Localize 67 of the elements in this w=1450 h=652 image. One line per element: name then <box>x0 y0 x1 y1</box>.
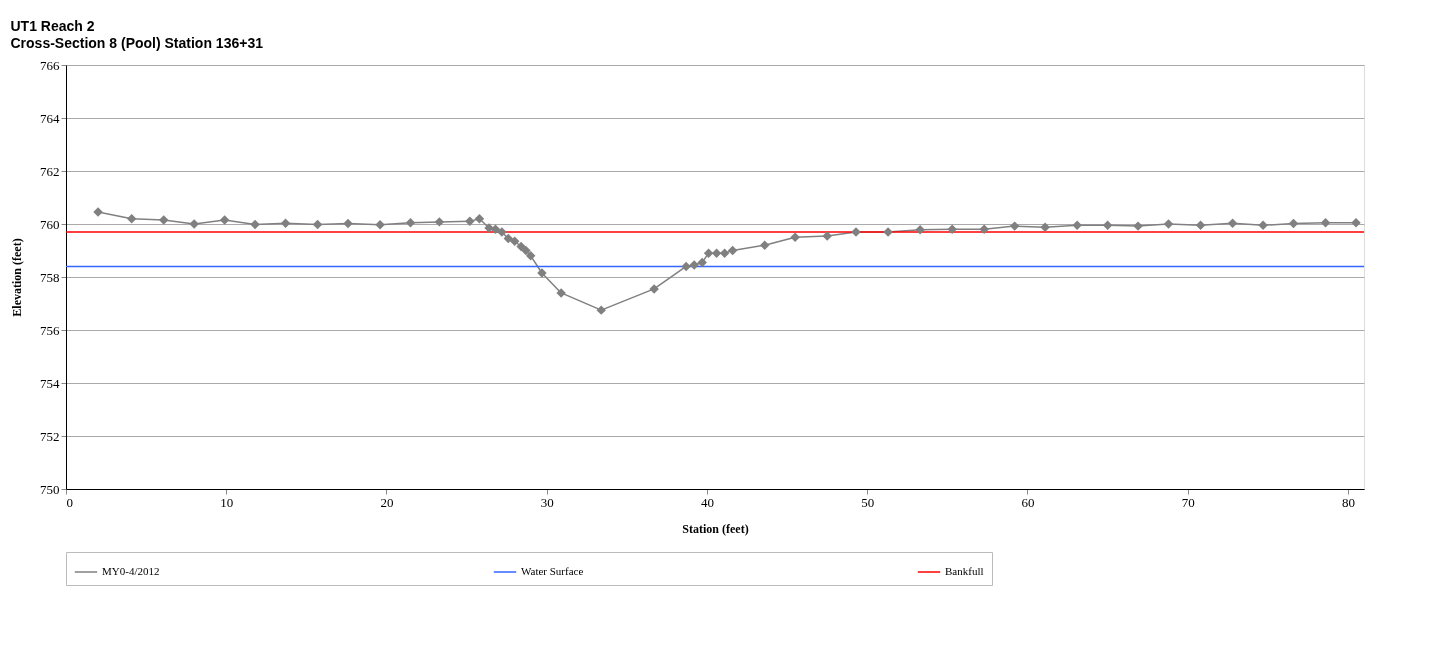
point <box>711 248 722 258</box>
point <box>219 215 230 225</box>
y-tick-label: 752 <box>40 428 60 444</box>
point <box>126 213 137 224</box>
point <box>474 213 485 224</box>
point <box>681 261 691 272</box>
point <box>343 218 353 229</box>
point <box>1009 221 1020 231</box>
point <box>280 218 291 228</box>
x-tick-label: 20 <box>380 494 394 510</box>
point <box>719 248 730 258</box>
point <box>516 241 526 252</box>
point <box>312 219 323 230</box>
legend-label: Water Surface <box>521 565 584 577</box>
point <box>375 220 385 230</box>
point <box>1040 222 1050 232</box>
legend-label: Bankfull <box>945 565 984 577</box>
point <box>509 236 520 246</box>
point <box>521 245 531 256</box>
y-tick-label: 756 <box>40 322 60 338</box>
point <box>1195 220 1206 231</box>
x-tick-label: 0 <box>66 494 73 510</box>
legend-label: MY0-4/2012 <box>102 565 160 577</box>
point <box>915 225 925 235</box>
point <box>1163 219 1174 229</box>
point <box>490 224 501 235</box>
point <box>1258 220 1268 231</box>
y-tick-label: 766 <box>40 57 60 73</box>
point <box>503 233 514 244</box>
x-axis-title: Station (feet) <box>682 521 749 536</box>
point <box>405 217 416 228</box>
y-tick-label: 764 <box>40 110 60 126</box>
point <box>1320 217 1331 228</box>
x-tick-label: 50 <box>861 494 875 510</box>
point <box>465 216 475 227</box>
y-tick-label: 754 <box>40 375 60 391</box>
point <box>1227 218 1238 228</box>
x-tick-label: 30 <box>540 494 554 510</box>
y-tick-label: 758 <box>40 269 60 285</box>
point <box>697 257 707 268</box>
point <box>759 240 770 250</box>
point <box>703 248 714 258</box>
chart-title: UT1 Reach 2 <box>10 18 95 34</box>
point <box>596 305 606 315</box>
point <box>1102 220 1113 231</box>
x-tick-label: 10 <box>220 494 234 510</box>
point <box>1288 218 1299 229</box>
x-tick-label: 70 <box>1181 494 1195 510</box>
point <box>250 219 260 230</box>
y-tick-label: 760 <box>40 216 60 232</box>
point <box>1351 217 1361 228</box>
point <box>1072 220 1082 231</box>
point <box>790 232 800 242</box>
point <box>434 217 445 227</box>
point <box>979 224 989 235</box>
point <box>556 288 566 298</box>
x-tick-label: 40 <box>700 494 714 510</box>
x-tick-label: 80 <box>1341 494 1355 510</box>
y-axis-title: Elevation (feet) <box>10 238 24 317</box>
point <box>727 245 738 256</box>
y-tick-label: 762 <box>40 163 60 179</box>
point <box>947 224 957 235</box>
point <box>525 251 536 261</box>
x-tick-label: 60 <box>1021 494 1035 510</box>
chart-subtitle: Cross-Section 8 (Pool) Station 136+31 <box>10 35 264 51</box>
y-tick-label: 750 <box>40 481 60 497</box>
point <box>159 215 169 225</box>
